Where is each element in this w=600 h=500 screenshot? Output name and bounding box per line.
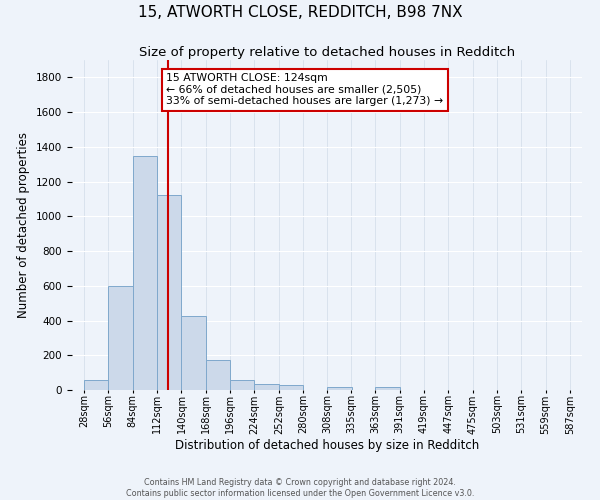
Y-axis label: Number of detached properties: Number of detached properties bbox=[17, 132, 31, 318]
Text: Contains HM Land Registry data © Crown copyright and database right 2024.
Contai: Contains HM Land Registry data © Crown c… bbox=[126, 478, 474, 498]
Title: Size of property relative to detached houses in Redditch: Size of property relative to detached ho… bbox=[139, 46, 515, 59]
Bar bbox=[375, 386, 400, 390]
Bar bbox=[254, 384, 279, 390]
Bar bbox=[230, 380, 254, 390]
Bar bbox=[133, 156, 157, 390]
X-axis label: Distribution of detached houses by size in Redditch: Distribution of detached houses by size … bbox=[175, 439, 479, 452]
Bar bbox=[328, 386, 352, 390]
Bar bbox=[181, 316, 206, 390]
Text: 15, ATWORTH CLOSE, REDDITCH, B98 7NX: 15, ATWORTH CLOSE, REDDITCH, B98 7NX bbox=[137, 5, 463, 20]
Text: 15 ATWORTH CLOSE: 124sqm
← 66% of detached houses are smaller (2,505)
33% of sem: 15 ATWORTH CLOSE: 124sqm ← 66% of detach… bbox=[166, 73, 443, 106]
Bar bbox=[206, 360, 230, 390]
Bar bbox=[109, 286, 133, 390]
Bar bbox=[84, 380, 109, 390]
Bar bbox=[157, 196, 181, 390]
Bar bbox=[279, 385, 303, 390]
